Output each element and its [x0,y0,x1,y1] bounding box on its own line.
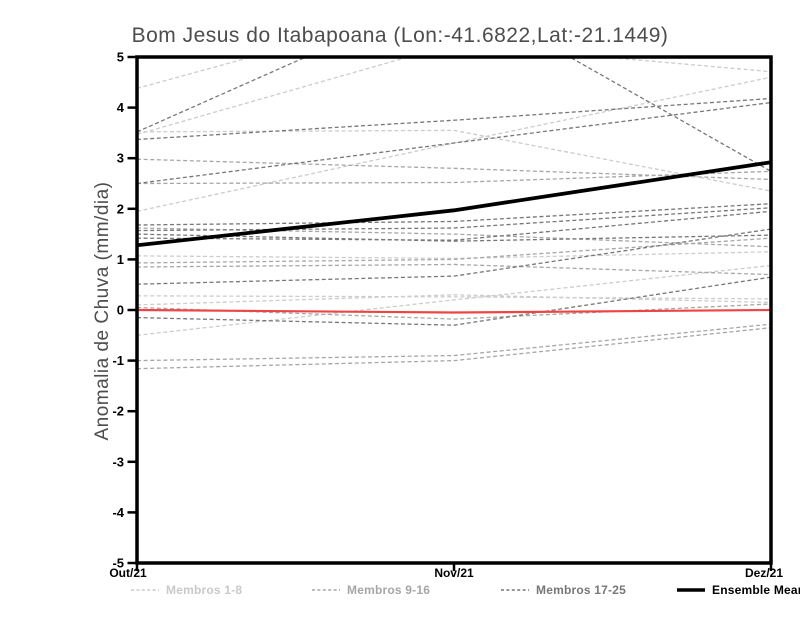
ensemble-member-line [137,76,771,212]
legend-item-1: Membros 1-8 [130,582,242,598]
legend-item-4: Ensemble Mean [676,582,800,598]
dashed-line-sample-icon [501,589,529,591]
ensemble-member-line [137,203,771,226]
ensemble-member-line [137,237,771,264]
solid-line-sample-icon [677,588,705,592]
chart-title: Bom Jesus do Itabapoana (Lon:-41.6822,La… [131,24,669,47]
ensemble-member-line [137,263,771,276]
member-group-1 [137,57,771,336]
ensemble-member-line [137,57,771,172]
ensemble-member-line [137,210,771,241]
ensemble-member-line [137,251,771,260]
dashed-line-sample-icon [312,589,340,591]
member-group-2 [137,158,771,370]
y-tick-label: 5 [117,50,124,65]
legend-label: Ensemble Mean [712,583,800,597]
legend-label: Membros 9-16 [347,583,431,597]
ensemble-member-line [137,57,254,89]
zero-line [137,308,771,314]
ensemble-member-line [137,228,771,285]
ensemble-member-line [137,57,771,136]
y-tick-label: 3 [117,151,124,166]
series-lines [137,57,771,370]
legend-item-2: Membros 9-16 [311,582,430,598]
x-tick-label: Dez/21 [745,566,783,580]
x-tick-label: Out/21 [109,566,147,580]
ensemble-member-line [137,233,771,242]
ensemble-member-line [137,158,771,181]
ensemble-member-line [137,101,771,185]
ensemble-member-line [137,97,771,141]
ensemble-member-line [137,276,771,326]
member-group-3 [137,57,771,326]
legend-label: Membros 1-8 [166,583,243,597]
y-tick-label: -2 [112,404,124,419]
ensemble-member-line [137,295,771,300]
ensemble-member-line [137,327,771,370]
x-tick-label: Nov/21 [434,566,474,580]
ensemble-member-line [137,294,771,306]
chart-legend: Membros 1-8 Membros 9-16 Membros 17-25 Ense… [0,582,800,602]
legend-label: Membros 17-25 [536,583,626,597]
y-tick-label: 0 [117,303,124,318]
dashed-line-sample-icon [131,589,159,591]
y-tick-label: 2 [117,201,124,216]
y-tick-label: -3 [112,454,124,469]
legend-item-3: Membros 17-25 [500,582,626,598]
y-tick-label: -4 [112,505,124,520]
y-tick-label: -1 [112,353,124,368]
y-tick-label: 4 [117,100,125,115]
ensemble-member-line [137,264,771,336]
ensemble-member-line [137,170,771,185]
y-tick-label: -5 [112,556,124,571]
ensemble-member-line [137,323,771,362]
ensemble-member-line [137,227,771,248]
ensemble-member-line [137,207,771,232]
y-tick-label: 1 [117,252,124,267]
ensemble-mean-line [137,160,771,248]
ensemble-member-line [137,129,771,192]
